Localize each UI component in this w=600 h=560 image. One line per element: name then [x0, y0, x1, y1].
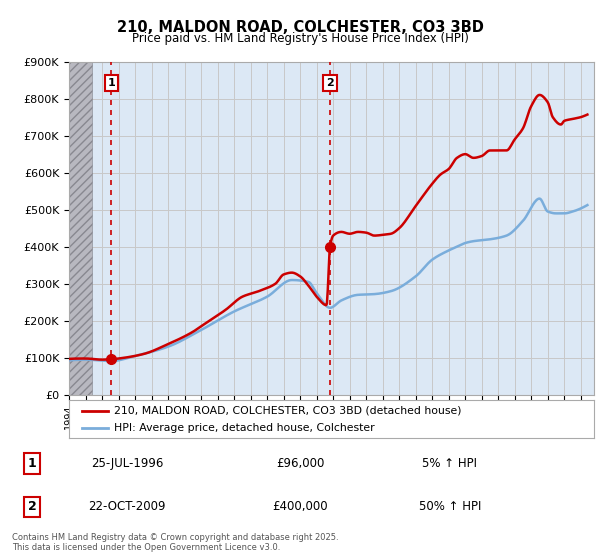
Text: 22-OCT-2009: 22-OCT-2009: [88, 500, 166, 514]
Text: HPI: Average price, detached house, Colchester: HPI: Average price, detached house, Colc…: [113, 423, 374, 433]
Text: Price paid vs. HM Land Registry's House Price Index (HPI): Price paid vs. HM Land Registry's House …: [131, 32, 469, 45]
Text: 2: 2: [28, 500, 37, 514]
Text: 2: 2: [326, 78, 334, 88]
Text: £400,000: £400,000: [272, 500, 328, 514]
Text: 1: 1: [107, 78, 115, 88]
Bar: [69, 62, 92, 395]
Bar: [69, 62, 92, 395]
Text: 25-JUL-1996: 25-JUL-1996: [91, 457, 163, 470]
Text: £96,000: £96,000: [276, 457, 324, 470]
Text: 210, MALDON ROAD, COLCHESTER, CO3 3BD: 210, MALDON ROAD, COLCHESTER, CO3 3BD: [116, 20, 484, 35]
Text: 50% ↑ HPI: 50% ↑ HPI: [419, 500, 481, 514]
Text: Contains HM Land Registry data © Crown copyright and database right 2025.
This d: Contains HM Land Registry data © Crown c…: [12, 533, 338, 552]
Text: 210, MALDON ROAD, COLCHESTER, CO3 3BD (detached house): 210, MALDON ROAD, COLCHESTER, CO3 3BD (d…: [113, 405, 461, 416]
Text: 5% ↑ HPI: 5% ↑ HPI: [422, 457, 477, 470]
Text: 1: 1: [28, 457, 37, 470]
